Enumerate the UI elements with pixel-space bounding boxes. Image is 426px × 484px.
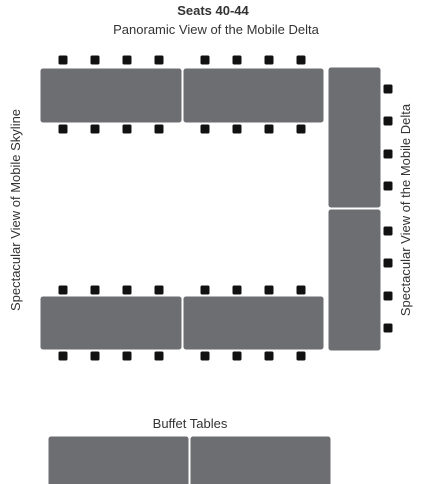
chair: [232, 285, 242, 295]
buffet-label: Buffet Tables: [153, 416, 228, 431]
chair: [383, 226, 393, 236]
chair: [296, 124, 306, 134]
chair: [154, 285, 164, 295]
chair: [383, 291, 393, 301]
chair: [264, 351, 274, 361]
chair: [296, 55, 306, 65]
chair: [90, 351, 100, 361]
table: [327, 66, 382, 209]
title: Seats 40-44: [177, 3, 249, 18]
left-label: Spectacular View of Mobile Skyline: [8, 109, 23, 311]
right-label: Spectacular View of the Mobile Delta: [398, 103, 413, 316]
chair: [383, 84, 393, 94]
table: [39, 295, 183, 351]
chair: [200, 285, 210, 295]
chair: [90, 55, 100, 65]
chair: [58, 55, 68, 65]
chair: [122, 285, 132, 295]
chair: [122, 351, 132, 361]
chair: [264, 55, 274, 65]
chair: [90, 285, 100, 295]
chair: [232, 124, 242, 134]
table: [182, 67, 325, 124]
chair: [383, 258, 393, 268]
chair: [200, 351, 210, 361]
chair: [90, 124, 100, 134]
chair: [264, 285, 274, 295]
chair: [383, 116, 393, 126]
chair: [200, 124, 210, 134]
chair: [154, 351, 164, 361]
chair: [232, 351, 242, 361]
chairs: [58, 55, 393, 361]
chair: [296, 351, 306, 361]
chair: [264, 124, 274, 134]
chair: [383, 323, 393, 333]
chair: [154, 124, 164, 134]
chair: [58, 285, 68, 295]
chair: [58, 351, 68, 361]
chair: [154, 55, 164, 65]
chair: [232, 55, 242, 65]
table: [327, 208, 382, 352]
chair: [383, 181, 393, 191]
chair: [296, 285, 306, 295]
chair: [122, 55, 132, 65]
chair: [122, 124, 132, 134]
buffet-table: [47, 435, 190, 484]
chair: [58, 124, 68, 134]
table: [39, 67, 183, 124]
buffet-table: [189, 435, 332, 484]
subtitle: Panoramic View of the Mobile Delta: [113, 22, 319, 37]
chair: [383, 149, 393, 159]
chair: [200, 55, 210, 65]
table: [182, 295, 325, 351]
